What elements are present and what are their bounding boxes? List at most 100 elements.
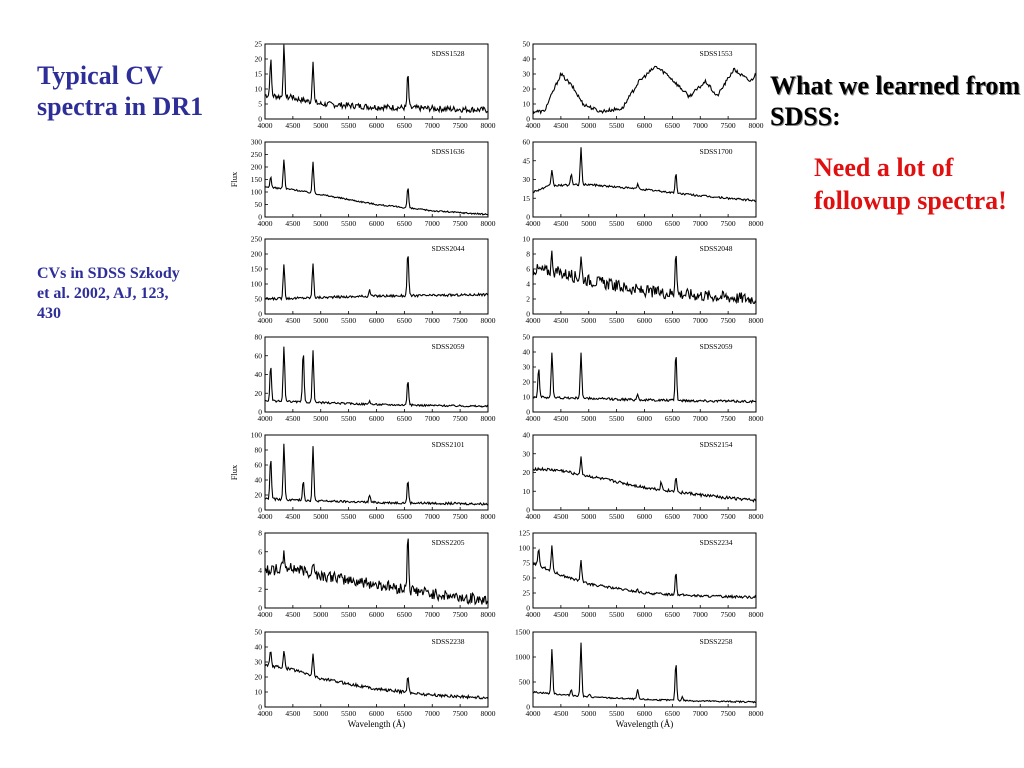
object-label: SDSS1528: [432, 49, 465, 58]
x-tick-label: 8000: [749, 414, 764, 423]
object-label: SDSS1553: [700, 49, 733, 58]
x-tick-label: 5500: [609, 316, 624, 325]
x-tick-label: 5000: [313, 121, 328, 130]
x-tick-label: 8000: [749, 610, 764, 619]
y-tick-label: 60: [523, 138, 531, 147]
slide-title: Typical CV spectra in DR1: [37, 61, 204, 122]
x-tick-label: 7500: [721, 709, 736, 718]
x-tick-label: 5500: [341, 219, 356, 228]
y-tick-label: 250: [251, 150, 263, 159]
y-tick-label: 0: [258, 604, 262, 613]
object-label: SDSS2258: [700, 637, 733, 646]
y-tick-label: 30: [523, 175, 531, 184]
y-tick-label: 0: [526, 310, 530, 319]
y-tick-label: 0: [526, 115, 530, 124]
x-tick-label: 7500: [721, 219, 736, 228]
y-tick-label: 10: [523, 100, 531, 109]
y-tick-label: 0: [258, 506, 262, 515]
x-tick-label: 4000: [526, 219, 541, 228]
y-tick-label: 6: [526, 265, 530, 274]
x-tick-label: 6000: [369, 316, 384, 325]
y-tick-label: 40: [255, 370, 263, 379]
y-tick-label: 250: [251, 235, 263, 244]
x-tick-label: 6000: [369, 512, 384, 521]
x-tick-label: 4500: [553, 316, 568, 325]
x-tick-label: 7000: [425, 219, 440, 228]
x-tick-label: 4500: [285, 121, 300, 130]
x-tick-label: 6500: [665, 121, 680, 130]
y-tick-label: 80: [255, 333, 263, 342]
y-tick-label: 10: [523, 393, 531, 402]
x-tick-label: 5000: [581, 414, 596, 423]
y-tick-label: 45: [523, 156, 531, 165]
spectrum-panel-0: 4000 4500 5000 5500 6000 6500 7000 7500 8000 0 5 10…: [255, 40, 496, 131]
object-label: SDSS2044: [432, 244, 465, 253]
y-tick-label: 500: [519, 678, 531, 687]
x-tick-label: 7500: [721, 121, 736, 130]
y-tick-label: 200: [251, 250, 263, 259]
object-label: SDSS2101: [432, 440, 465, 449]
x-tick-label: 4500: [553, 219, 568, 228]
x-tick-label: 8000: [749, 709, 764, 718]
x-tick-label: 7000: [693, 414, 708, 423]
spectrum-line: [264, 159, 489, 216]
y-tick-label: 1500: [515, 628, 530, 637]
x-tick-label: 4000: [258, 121, 273, 130]
x-tick-label: 4000: [526, 610, 541, 619]
spectrum-line: [532, 250, 757, 305]
y-tick-label: 50: [523, 333, 531, 342]
y-tick-label: 20: [523, 468, 531, 477]
spectrum-panel-4: 4000 4500 5000 5500 6000 6500 7000 7500 8000 0 50 1…: [251, 235, 496, 326]
x-tick-label: 6000: [369, 610, 384, 619]
spectrum-panel-12: 4000 4500 5000 5500 6000 6500 7000 7500 8000 0 10 2…: [255, 628, 496, 730]
learned-heading: What we learned from SDSS:: [770, 70, 1024, 132]
x-tick-label: 7000: [425, 610, 440, 619]
x-tick-label: 6500: [665, 709, 680, 718]
object-label: SDSS2154: [700, 440, 733, 449]
x-axis-label: Wavelength (Å): [348, 719, 406, 729]
y-tick-label: 100: [251, 431, 263, 440]
y-tick-label: 50: [255, 628, 263, 637]
y-tick-label: 10: [255, 85, 263, 94]
x-tick-label: 8000: [481, 219, 496, 228]
x-tick-label: 6000: [637, 610, 652, 619]
spectrum-panel-9: 4000 4500 5000 5500 6000 6500 7000 7500 8000 0 10 2…: [523, 431, 764, 522]
x-tick-label: 7000: [425, 316, 440, 325]
y-tick-label: 20: [523, 378, 531, 387]
x-tick-label: 6500: [665, 512, 680, 521]
spectrum-line: [264, 443, 489, 506]
spectrum-panel-3: 4000 4500 5000 5500 6000 6500 7000 7500 8000 0 15 3…: [523, 138, 764, 229]
x-tick-label: 7000: [693, 219, 708, 228]
y-tick-label: 0: [526, 703, 530, 712]
spectrum-line: [532, 352, 757, 404]
y-tick-label: 0: [258, 213, 262, 222]
x-tick-label: 8000: [749, 219, 764, 228]
y-tick-label: 80: [255, 446, 263, 455]
x-tick-label: 5000: [581, 316, 596, 325]
y-tick-label: 30: [523, 70, 531, 79]
x-tick-label: 8000: [481, 414, 496, 423]
x-tick-label: 5500: [341, 414, 356, 423]
y-tick-label: 300: [251, 138, 263, 147]
x-axis-label: Wavelength (Å): [616, 719, 674, 729]
y-tick-label: 60: [255, 461, 263, 470]
x-tick-label: 6500: [665, 414, 680, 423]
x-tick-label: 4000: [258, 512, 273, 521]
x-tick-label: 4500: [553, 512, 568, 521]
y-tick-label: 30: [255, 658, 263, 667]
y-tick-label: 25: [523, 589, 531, 598]
object-label: SDSS2059: [700, 342, 733, 351]
x-tick-label: 8000: [481, 709, 496, 718]
y-tick-label: 60: [255, 351, 263, 360]
y-tick-label: 40: [523, 431, 531, 440]
x-tick-label: 5500: [341, 316, 356, 325]
spectrum-line: [264, 256, 489, 302]
x-tick-label: 6000: [637, 414, 652, 423]
object-label: SDSS2205: [432, 538, 465, 547]
spectrum-line: [264, 651, 489, 700]
spectrum-line: [264, 346, 489, 408]
spectrum-panel-6: 4000 4500 5000 5500 6000 6500 7000 7500 8000 0 20 4…: [255, 333, 496, 424]
x-tick-label: 4500: [285, 512, 300, 521]
x-tick-label: 5000: [313, 219, 328, 228]
x-tick-label: 4500: [553, 414, 568, 423]
